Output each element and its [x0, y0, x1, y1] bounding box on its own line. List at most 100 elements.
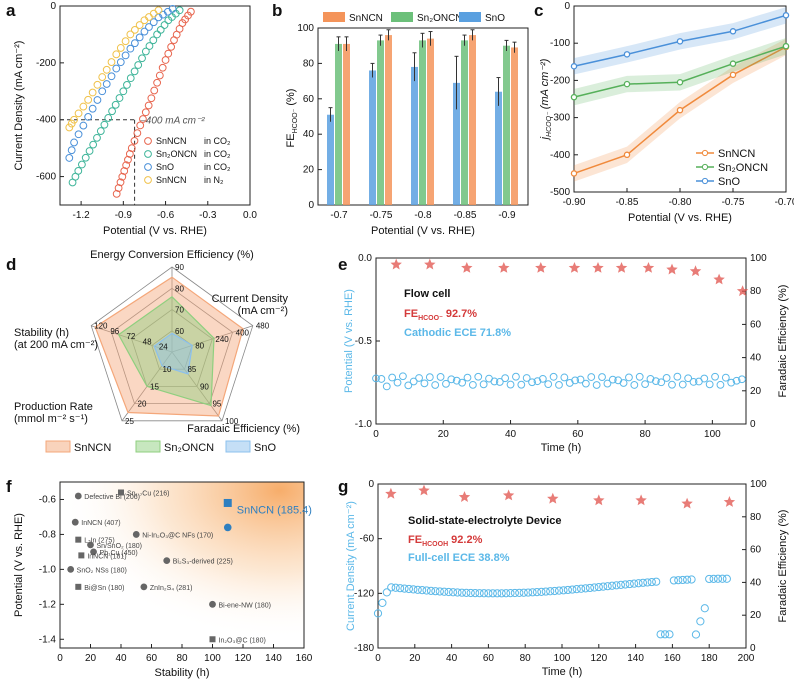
data-point: [442, 379, 450, 388]
data-point: [676, 106, 684, 114]
data-point: [431, 587, 440, 596]
data-point: [71, 518, 79, 526]
data-point: [603, 582, 612, 591]
data-point: [729, 60, 737, 67]
highlight-label: SnNCN (185.4): [237, 504, 312, 516]
data-point: [425, 373, 434, 382]
data-point: [493, 589, 502, 598]
x-tick-label: -1.2: [72, 210, 90, 221]
data-point: [135, 21, 144, 29]
data-point: [544, 380, 553, 389]
data-point: [141, 47, 150, 56]
data-point: [184, 11, 192, 20]
data-point: [108, 107, 116, 116]
legend-label: SnO: [485, 13, 505, 24]
data-point: [153, 78, 162, 87]
x-tick-label: 40: [505, 429, 517, 440]
data-point: [546, 587, 555, 596]
legend-label: SnNCN: [156, 136, 187, 146]
data-point: [67, 146, 76, 155]
data-point: [74, 130, 83, 139]
data-point: [78, 552, 85, 559]
data-point: [399, 372, 407, 381]
data-point: [713, 574, 723, 583]
data-point: [691, 630, 701, 639]
point-label: SnO₂ NSs (180): [77, 567, 127, 574]
data-point: [716, 380, 725, 389]
point-label: Pb₁Cu (450): [100, 550, 138, 557]
y2-tick-label: 40: [750, 577, 762, 588]
legend-label: Sn₂ONCN: [718, 162, 768, 174]
data-point: [435, 587, 444, 596]
radar-spoke: [91, 325, 173, 353]
data-point: [89, 140, 98, 149]
x-tick-label: -0.75: [370, 210, 393, 221]
bar: [469, 35, 476, 205]
y-axis-label: Current Density (mA cm⁻²): [345, 501, 357, 631]
data-point: [782, 12, 790, 19]
bar: [453, 82, 460, 205]
data-point: [104, 114, 113, 122]
data-point: [457, 588, 467, 597]
data-point: [732, 376, 741, 385]
data-point: [415, 374, 423, 382]
data-point: [70, 115, 78, 124]
point-label: Bi-ene-NW (180): [219, 602, 272, 609]
fe-point: [689, 265, 702, 277]
data-point: [463, 373, 472, 382]
y-axis-label: Current Density (mA cm⁻²): [13, 41, 25, 171]
legend-label: SnO: [156, 162, 174, 172]
data-point: [154, 6, 163, 15]
y-tick-label: -1.0: [355, 419, 373, 430]
data-point: [630, 381, 639, 389]
annotation-title: Flow cell: [404, 288, 450, 300]
data-point: [126, 30, 135, 39]
plot-background: [60, 482, 304, 648]
data-point: [533, 377, 542, 386]
fe-point: [461, 262, 473, 273]
y2-tick-label: 0: [750, 643, 756, 654]
data-point: [592, 381, 601, 389]
data-point: [395, 584, 405, 593]
y-tick-label: -600: [36, 172, 56, 183]
y-tick-label: -120: [354, 588, 374, 599]
data-point: [126, 44, 135, 53]
data-point: [135, 33, 144, 42]
data-point: [689, 378, 698, 386]
plot-frame: [377, 483, 747, 649]
fe-point: [681, 497, 693, 509]
x-axis-label: Potential (V vs. RHE): [371, 225, 475, 237]
radar-tick-label: 95: [212, 400, 221, 409]
data-point: [158, 63, 167, 72]
x-tick-label: -0.85: [454, 210, 477, 221]
plot-frame: [375, 257, 747, 425]
point-label: ZnIn₂S₄ (281): [150, 585, 193, 592]
data-point: [436, 373, 445, 381]
legend-label: Sn₂ONCN: [417, 13, 463, 24]
y-tick-label: 0: [368, 479, 374, 490]
data-point: [79, 121, 88, 130]
fe-point: [568, 262, 581, 273]
data-point: [700, 374, 709, 383]
data-point: [471, 589, 480, 598]
data-point: [721, 373, 730, 382]
plot-frame: [59, 5, 251, 206]
data-point: [452, 376, 461, 385]
data-point: [145, 23, 153, 31]
fe-point: [535, 262, 547, 273]
data-point: [150, 86, 159, 95]
data-point: [652, 577, 661, 586]
data-point: [625, 373, 633, 382]
data-point: [382, 588, 391, 597]
legend-label: SnO: [718, 176, 740, 188]
y2-tick-label: 100: [750, 253, 767, 264]
fe-point: [547, 492, 559, 504]
data-point: [576, 375, 585, 384]
data-point: [88, 104, 97, 113]
x-tick-label: 80: [520, 653, 532, 664]
data-point: [100, 120, 109, 129]
bar: [495, 91, 502, 205]
data-point: [209, 600, 216, 608]
data-point: [112, 64, 121, 73]
data-point: [594, 582, 603, 592]
